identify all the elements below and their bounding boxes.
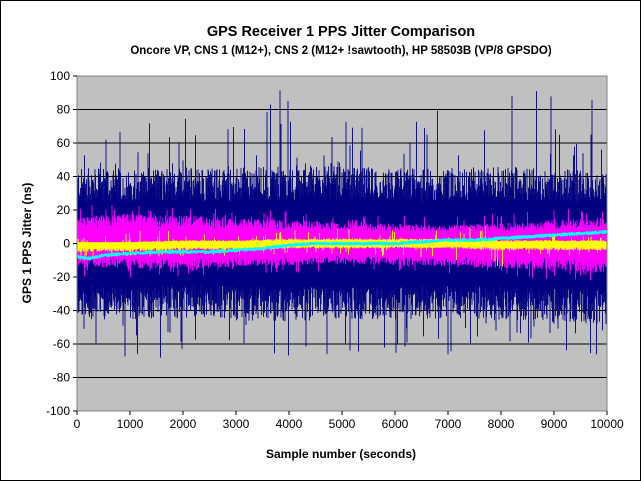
x-tick-label: 5000 bbox=[329, 417, 356, 431]
x-tick-label: 0 bbox=[74, 417, 81, 431]
x-tick-label: 1000 bbox=[117, 417, 144, 431]
y-axis-label: GPS 1 PPS Jitter (ns) bbox=[20, 183, 34, 304]
x-tick-label: 8000 bbox=[488, 417, 515, 431]
x-tick-label: 3000 bbox=[223, 417, 250, 431]
x-axis-label: Sample number (seconds) bbox=[266, 447, 416, 461]
y-tick-label: 40 bbox=[57, 170, 71, 184]
y-tick-label: 100 bbox=[50, 69, 70, 83]
x-axis: 0 1000 2000 3000 4000 5000 6000 7000 8000 9000 100… bbox=[74, 411, 624, 431]
chart-title: GPS Receiver 1 PPS Jitter Comparison bbox=[207, 24, 475, 40]
x-tick-label: 9000 bbox=[541, 417, 568, 431]
y-tick-label: -100 bbox=[46, 404, 70, 418]
y-tick-label: -60 bbox=[53, 337, 71, 351]
jitter-series-4 bbox=[76, 229, 608, 261]
x-tick-label: 6000 bbox=[382, 417, 409, 431]
y-tick-label: 0 bbox=[63, 237, 70, 251]
chart-subtitle: Oncore VP, CNS 1 (M12+), CNS 2 (M12+ !sa… bbox=[130, 45, 552, 57]
x-tick-label: 2000 bbox=[170, 417, 197, 431]
y-tick-label: 20 bbox=[57, 203, 71, 217]
x-tick-label: 10000 bbox=[590, 417, 624, 431]
y-tick-label: 60 bbox=[57, 136, 71, 150]
x-tick-label: 4000 bbox=[276, 417, 303, 431]
x-tick-label: 7000 bbox=[435, 417, 462, 431]
y-tick-label: -20 bbox=[53, 270, 71, 284]
y-tick-label: -40 bbox=[53, 304, 71, 318]
y-axis: 100 80 60 40 20 0 -20 -40 -60 -80 -100 bbox=[46, 69, 77, 418]
y-tick-label: -80 bbox=[53, 371, 71, 385]
y-tick-label: 80 bbox=[57, 103, 71, 117]
series-layer bbox=[76, 90, 608, 358]
